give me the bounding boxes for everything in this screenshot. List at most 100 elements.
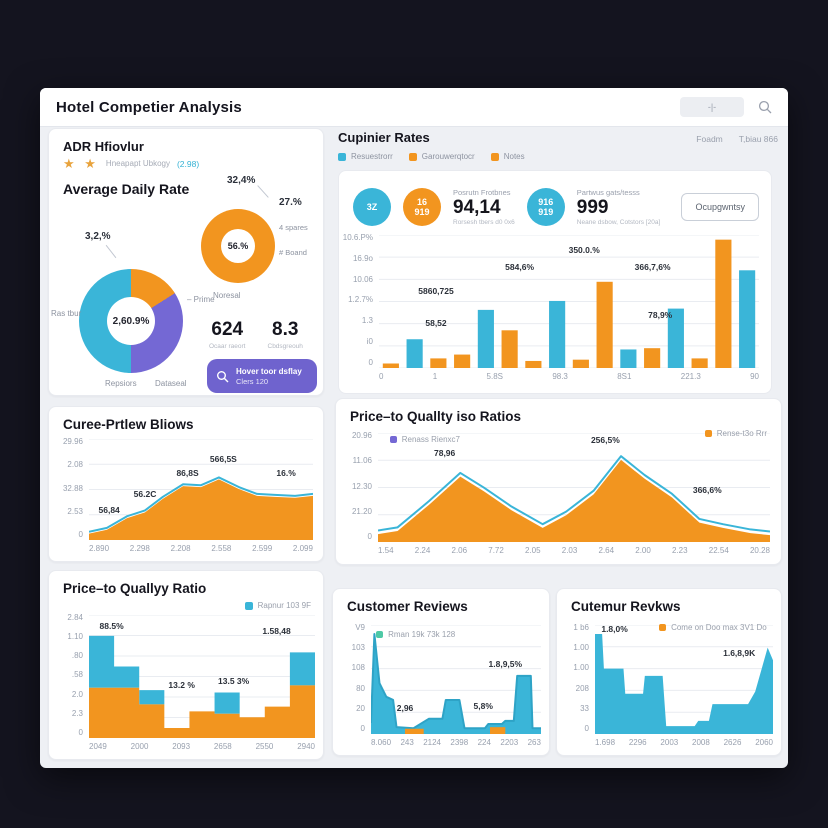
kpi-block: Partwus gats/tesss 999 Neane dsbow, Cots…: [577, 188, 660, 226]
section-title: Average Daily Rate: [63, 181, 190, 197]
y-tick: 21.20: [351, 506, 372, 516]
hover-display-button[interactable]: Hover toor dsflay Clers 120: [207, 359, 317, 393]
data-label: 1.6,8,9K: [723, 648, 756, 659]
donut-label: Dataseal: [155, 379, 187, 388]
donut-legend: 4 spares # Boand: [279, 223, 308, 257]
data-label: 58,52: [425, 317, 447, 328]
plot-area: 5860,725 58,52 584,6% 350.0.% 366,7,6% 78,9%: [379, 235, 759, 368]
kpi-label: Posrutn Frotbnes: [453, 188, 511, 198]
donut-label: Ras tbur: [51, 309, 82, 318]
donut-center-value: 2,60.9%: [112, 315, 150, 327]
x-tick: 5.8S: [486, 372, 503, 381]
x-axis: 1.698 2296 2003 2008 2626 2060: [595, 734, 773, 747]
leader-line: [257, 185, 269, 198]
x-tick: 2.64: [598, 546, 615, 555]
x-tick: 2.24: [414, 546, 431, 555]
tune-icon: -|-: [707, 102, 717, 112]
adr-card-title: ADR Hfiovlur: [63, 139, 144, 154]
x-tick: 2398: [450, 738, 469, 747]
search-icon[interactable]: [758, 100, 772, 114]
x-tick: 243: [400, 738, 414, 747]
data-label: 366,6%: [692, 484, 722, 495]
data-label: 350.0.%: [568, 244, 600, 255]
kpi-circle: 916 919: [526, 188, 565, 226]
y-tick: 10.06: [352, 274, 373, 284]
stat-value: 8.3: [272, 319, 299, 340]
legend-swatch-orange: [659, 623, 667, 631]
data-label: 1.58,48: [262, 625, 291, 636]
x-tick: 224: [477, 738, 491, 747]
x-tick: 90: [750, 372, 759, 381]
donut-label: Repsiors: [105, 379, 137, 388]
app-window: Hotel Competier Analysis -|- ADR Hfiovlu…: [40, 88, 788, 768]
pq-step-chart: 2.84 1.10 .80 .58 2.0 2.3 0 88.5% 13.2 % 13.5 3%…: [57, 614, 315, 751]
y-tick: 0: [78, 727, 83, 737]
card-title: Price–to Quallyy Ratio: [63, 581, 207, 596]
legend-item: Rense-t3o Rrr: [704, 429, 767, 438]
data-label: 78,9%: [648, 309, 673, 320]
data-label: 5,8%: [473, 700, 493, 711]
x-tick: 221.3: [680, 372, 701, 381]
y-tick: 33: [580, 703, 589, 713]
x-tick: 2.05: [525, 546, 541, 555]
x-tick: 1.54: [378, 546, 394, 555]
legend-swatch-teal: [376, 631, 384, 639]
stat-caption: Ocaar raeort: [209, 343, 246, 350]
meta-link[interactable]: Foadm: [696, 134, 723, 144]
plot-area: Come on Doo max 3V1 Do 1.8,0% 1.6,8,9K: [595, 623, 773, 734]
data-label: 366,7,6%: [634, 261, 671, 272]
filter-control[interactable]: -|-: [680, 97, 744, 117]
adr-stats: 624 Ocaar raeort 8.3 Cbdsgreouh: [209, 319, 303, 350]
x-tick: 2049: [89, 742, 107, 751]
meta-link[interactable]: T,biau 866: [738, 134, 778, 144]
y-tick: V9: [355, 623, 365, 632]
y-tick: 208: [575, 683, 589, 693]
reviews-area-chart: V9 103 108 80 20 0 Rman 19k 73k 128 2,96 5,8% 1…: [339, 623, 541, 747]
y-axis: V9 103 108 80 20 0: [339, 623, 371, 734]
x-tick: 2093: [172, 742, 191, 751]
x-tick: 2203: [500, 738, 519, 747]
y-tick: 2.0: [71, 689, 83, 699]
x-tick: 8S1: [617, 372, 632, 381]
x-tick: 2060: [755, 738, 773, 747]
y-tick: .58: [71, 670, 83, 680]
data-label: 1.8,9,5%: [488, 659, 523, 670]
card-title: Price–to Quallty iso Ratios: [350, 409, 522, 424]
y-tick: 1.00: [573, 643, 589, 653]
kpi-circle: 3Z: [353, 188, 391, 226]
y-tick: 2.3: [71, 708, 83, 718]
x-tick: 2.23: [672, 546, 688, 555]
x-axis: 0 1 5.8S 98.3 8S1 221.3 90: [379, 368, 759, 381]
data-label: 584,6%: [505, 261, 535, 272]
y-tick: 0: [368, 357, 373, 367]
x-tick: 2124: [423, 738, 441, 747]
occupancy-button[interactable]: Ocupgwntsy: [681, 193, 759, 221]
y-tick: i0: [366, 337, 373, 347]
y-tick: 1.00: [573, 663, 589, 673]
data-label: 78,96: [433, 447, 456, 458]
y-tick: 1.3: [361, 316, 373, 326]
x-tick: 263: [527, 738, 541, 747]
x-tick: 8.060: [371, 738, 392, 747]
adr-card: ADR Hfiovlur ★ ★ Hneapapt Ubkogy (2.98) …: [48, 128, 324, 396]
kpi-value: 94,14: [453, 197, 501, 219]
data-label: 16.%: [276, 468, 296, 479]
button-sublabel: Clers 120: [236, 376, 269, 386]
y-tick: 0: [360, 723, 365, 733]
adr-donut-chart: 2,60.9%: [79, 269, 183, 373]
donut-caption: Noresal: [213, 291, 241, 300]
legend-item: Garouwerqtocr: [408, 152, 475, 161]
legend-item: Come on Doo max 3V1 Do: [659, 623, 767, 632]
rating-value[interactable]: (2.98): [176, 158, 200, 169]
data-label: 13.5 3%: [218, 676, 250, 687]
curve-area-chart: 29.96 2.08 32.88 2.53 0 56,84 56.2C 86,8S 566,5…: [57, 437, 313, 553]
y-axis: 1 b6 1.00 1.00 208 33 0: [563, 624, 595, 734]
kpi-label: Partwus gats/tesss: [576, 188, 640, 198]
stat-block: 8.3 Cbdsgreouh: [268, 319, 303, 350]
x-tick: 2003: [660, 738, 679, 747]
y-tick: 0: [584, 723, 589, 733]
plot-area: Renass Rienxc7 78,96 256,5% 366,6%: [378, 433, 770, 542]
x-tick: 2.03: [561, 546, 578, 555]
kpi-row: 3Z 16 919 Posrutn Frotbnes 94,14 Rorsesh…: [347, 179, 759, 235]
y-tick: 29.96: [62, 437, 83, 446]
